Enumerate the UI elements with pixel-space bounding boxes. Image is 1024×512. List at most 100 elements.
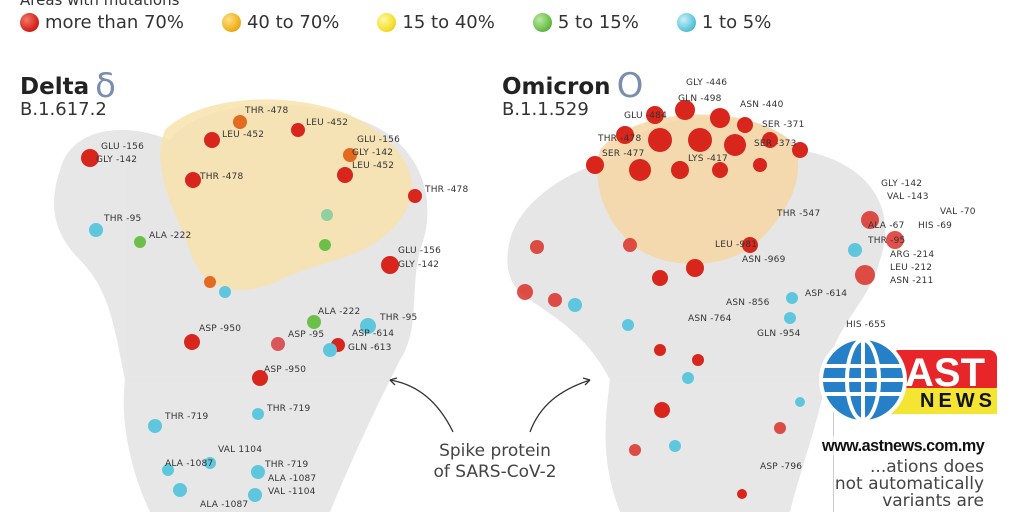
residue-label: ALA -222 — [318, 307, 361, 317]
note-line: not automatically — [834, 474, 984, 494]
residue-label: GLY -142 — [398, 260, 440, 270]
residue-label: VAL -1104 — [268, 487, 316, 497]
residue-label: ALA -1087 — [268, 474, 317, 484]
note-line: ...ations does — [870, 457, 984, 477]
omicron-protein — [507, 114, 886, 512]
residue-label: THR -547 — [777, 209, 821, 219]
residue-label: ASN -440 — [740, 100, 784, 110]
cyan-dot-icon — [676, 13, 696, 32]
legend-item: 40 to 70% — [221, 12, 340, 33]
omicron-name: Omicron — [502, 74, 611, 100]
residue-label: THR -95 — [104, 214, 142, 224]
omicron-spike-shape — [507, 117, 886, 512]
logo-news-text: NEWS — [920, 390, 996, 412]
legend-item: 1 to 5% — [676, 12, 772, 33]
delta-rbd-shape — [160, 99, 412, 290]
caption-line: of SARS-CoV-2 — [433, 462, 557, 482]
spike-protein-caption: Spike protein of SARS-CoV-2 — [430, 441, 560, 483]
residue-label: THR -478 — [425, 185, 469, 195]
residue-label: VAL -70 — [940, 207, 976, 217]
caption-line: Spike protein — [439, 441, 551, 461]
residue-label: THR -719 — [165, 412, 209, 422]
residue-label: ASN -856 — [726, 298, 770, 308]
residue-label: HIS -69 — [918, 221, 953, 231]
orange-dot-icon — [221, 13, 241, 32]
residue-label: THR -719 — [265, 460, 309, 470]
legend-label: 1 to 5% — [701, 12, 772, 33]
residue-label: VAL 1104 — [218, 445, 263, 455]
residue-label: LEU -452 — [306, 118, 349, 128]
residue-label: THR -95 — [868, 236, 906, 246]
legend-label: 15 to 40% — [402, 12, 495, 33]
omicron-lineage: B.1.1.529 — [502, 99, 589, 120]
residue-label: HIS -655 — [846, 320, 887, 330]
omicron-rbd-shape — [597, 114, 799, 264]
residue-label: THR -95 — [380, 313, 418, 323]
residue-label: SER -477 — [602, 149, 645, 159]
residue-label: GLN -498 — [678, 94, 722, 104]
residue-label: GLY -446 — [686, 78, 728, 88]
residue-label: GLU -156 — [357, 135, 401, 145]
legend-item: 5 to 15% — [532, 12, 639, 33]
residue-label: ALA -67 — [868, 221, 905, 231]
residue-label: ASP -950 — [199, 324, 242, 334]
delta-symbol: δ — [95, 66, 116, 106]
side-note: ...ations does not automatically variant… — [833, 380, 994, 512]
arrow-to-delta — [389, 379, 454, 433]
delta-lineage: B.1.617.2 — [20, 99, 107, 120]
omicron-title: Omicron O — [502, 66, 643, 106]
delta-title: Delta δ — [20, 66, 116, 106]
delta-mutation-spheres — [81, 115, 422, 502]
residue-label: ASP -614 — [805, 289, 848, 299]
legend-label: 5 to 15% — [557, 12, 639, 33]
omicron-mutation-spheres — [517, 100, 904, 499]
red-dot-icon — [20, 13, 39, 32]
omicron-symbol: O — [616, 66, 644, 106]
yellow-dot-icon — [377, 13, 397, 32]
residue-label: THR -719 — [267, 404, 311, 414]
residue-label: GLU -484 — [624, 111, 668, 121]
residue-label: ALA -1087 — [200, 500, 249, 510]
delta-name: Delta — [20, 74, 90, 100]
legend: more than 70% 40 to 70% 15 to 40% 5 to 1… — [20, 12, 809, 33]
residue-label: ASP -614 — [352, 329, 395, 339]
residue-label: GLY -142 — [881, 179, 923, 189]
residue-label: ARG -214 — [890, 250, 935, 260]
residue-label: VAL -143 — [887, 192, 929, 202]
residue-label: ASP -95 — [288, 330, 325, 340]
residue-label: ASP -796 — [760, 462, 803, 472]
residue-label: ASN -764 — [688, 314, 732, 324]
residue-label: ALA -222 — [149, 231, 192, 241]
legend-label: 40 to 70% — [246, 12, 340, 33]
arrow-to-omicron — [529, 379, 591, 433]
residue-label: GLY -142 — [96, 155, 138, 165]
residue-label: SER -371 — [762, 120, 805, 130]
residue-label: THR -478 — [200, 172, 244, 182]
delta-protein — [54, 99, 428, 512]
residue-label: THR -478 — [598, 134, 642, 144]
residue-label: LEU -452 — [352, 161, 395, 171]
residue-label: GLU -156 — [101, 142, 145, 152]
ast-news-logo: AST NEWS — [815, 336, 1001, 436]
legend-item: more than 70% — [20, 12, 184, 33]
residue-label: ALA -1087 — [165, 459, 214, 469]
residue-label: ASP -950 — [264, 365, 307, 375]
globe-icon: AST — [819, 336, 997, 424]
legend-label: more than 70% — [45, 12, 184, 33]
residue-label: LYS -417 — [688, 154, 728, 164]
residue-label: THR -478 — [245, 106, 289, 116]
legend-heading: Areas with mutations — [20, 0, 180, 9]
residue-label: LEU -452 — [222, 130, 265, 140]
residue-label: GLY -142 — [352, 148, 394, 158]
green-dot-icon — [532, 13, 552, 32]
residue-label: LEU -981 — [715, 240, 758, 250]
residue-label: ASN -211 — [890, 276, 934, 286]
residue-label: ASN -969 — [742, 255, 786, 265]
svg-text:AST: AST — [905, 351, 985, 395]
residue-label: GLU -156 — [398, 246, 442, 256]
legend-item: 15 to 40% — [377, 12, 495, 33]
residue-label: SER -373 — [754, 139, 797, 149]
note-line: variants are — [882, 491, 984, 511]
